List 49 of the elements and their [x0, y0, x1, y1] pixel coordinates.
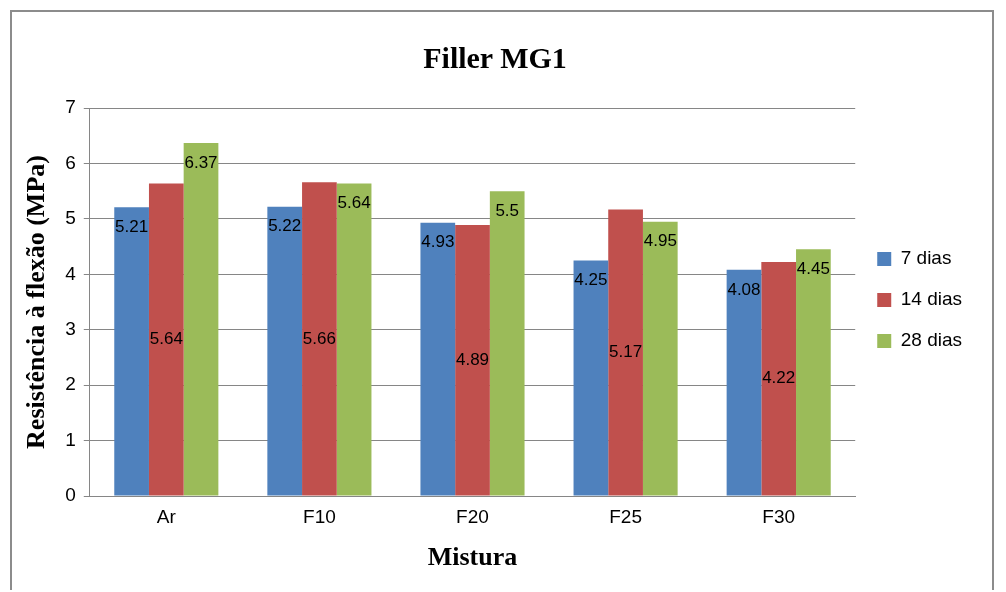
data-label: 5.64 — [337, 193, 371, 213]
y-tick-label: 2 — [65, 373, 76, 395]
data-label: 4.08 — [727, 279, 761, 299]
x-tick-label: F30 — [762, 505, 796, 527]
data-label: 4.95 — [643, 231, 677, 251]
y-tick-label: 4 — [65, 262, 77, 284]
legend-label: 7 dias — [900, 247, 952, 269]
data-label: 5.5 — [495, 200, 520, 220]
bar — [267, 206, 303, 496]
legend-label: 28 dias — [900, 329, 963, 351]
bar — [455, 224, 490, 496]
data-label: 5.21 — [115, 216, 149, 236]
data-label: 5.17 — [609, 342, 643, 362]
data-label: 5.22 — [268, 216, 302, 236]
bar — [336, 183, 372, 496]
x-tick-label: F10 — [303, 505, 336, 527]
data-label: 5.66 — [302, 328, 336, 348]
y-tick-label: 6 — [65, 151, 76, 173]
y-axis-title: Resistência à flexão (MPa) — [21, 155, 51, 449]
bar — [642, 221, 678, 496]
bar — [302, 182, 337, 496]
bar — [608, 209, 643, 496]
data-label: 4.93 — [421, 232, 455, 252]
legend-label: 14 dias — [900, 288, 963, 310]
data-label: 4.45 — [796, 259, 830, 279]
y-tick-label: 7 — [65, 96, 76, 118]
y-tick-label: 5 — [65, 207, 76, 229]
x-axis-title: Mistura — [427, 542, 518, 572]
bar — [183, 142, 219, 496]
bar — [148, 183, 184, 496]
data-label: 5.64 — [149, 329, 183, 349]
bar — [726, 269, 762, 496]
y-tick-label: 3 — [65, 317, 76, 339]
data-label: 4.89 — [455, 349, 490, 369]
bar — [114, 207, 149, 496]
chart-title: Filler MG1 — [423, 40, 567, 74]
x-tick-label: F20 — [456, 505, 489, 527]
x-tick-label: F25 — [609, 505, 642, 527]
y-tick-label: 1 — [65, 428, 76, 450]
bar — [489, 191, 525, 496]
data-label: 4.25 — [574, 270, 608, 290]
bar — [761, 262, 797, 496]
x-tick-label: Ar — [156, 505, 177, 527]
bar — [420, 222, 456, 496]
bar — [573, 260, 609, 496]
y-tick-label: 0 — [65, 484, 76, 506]
bar — [796, 249, 831, 496]
data-label: 4.22 — [762, 368, 796, 388]
data-label: 6.37 — [184, 152, 218, 172]
